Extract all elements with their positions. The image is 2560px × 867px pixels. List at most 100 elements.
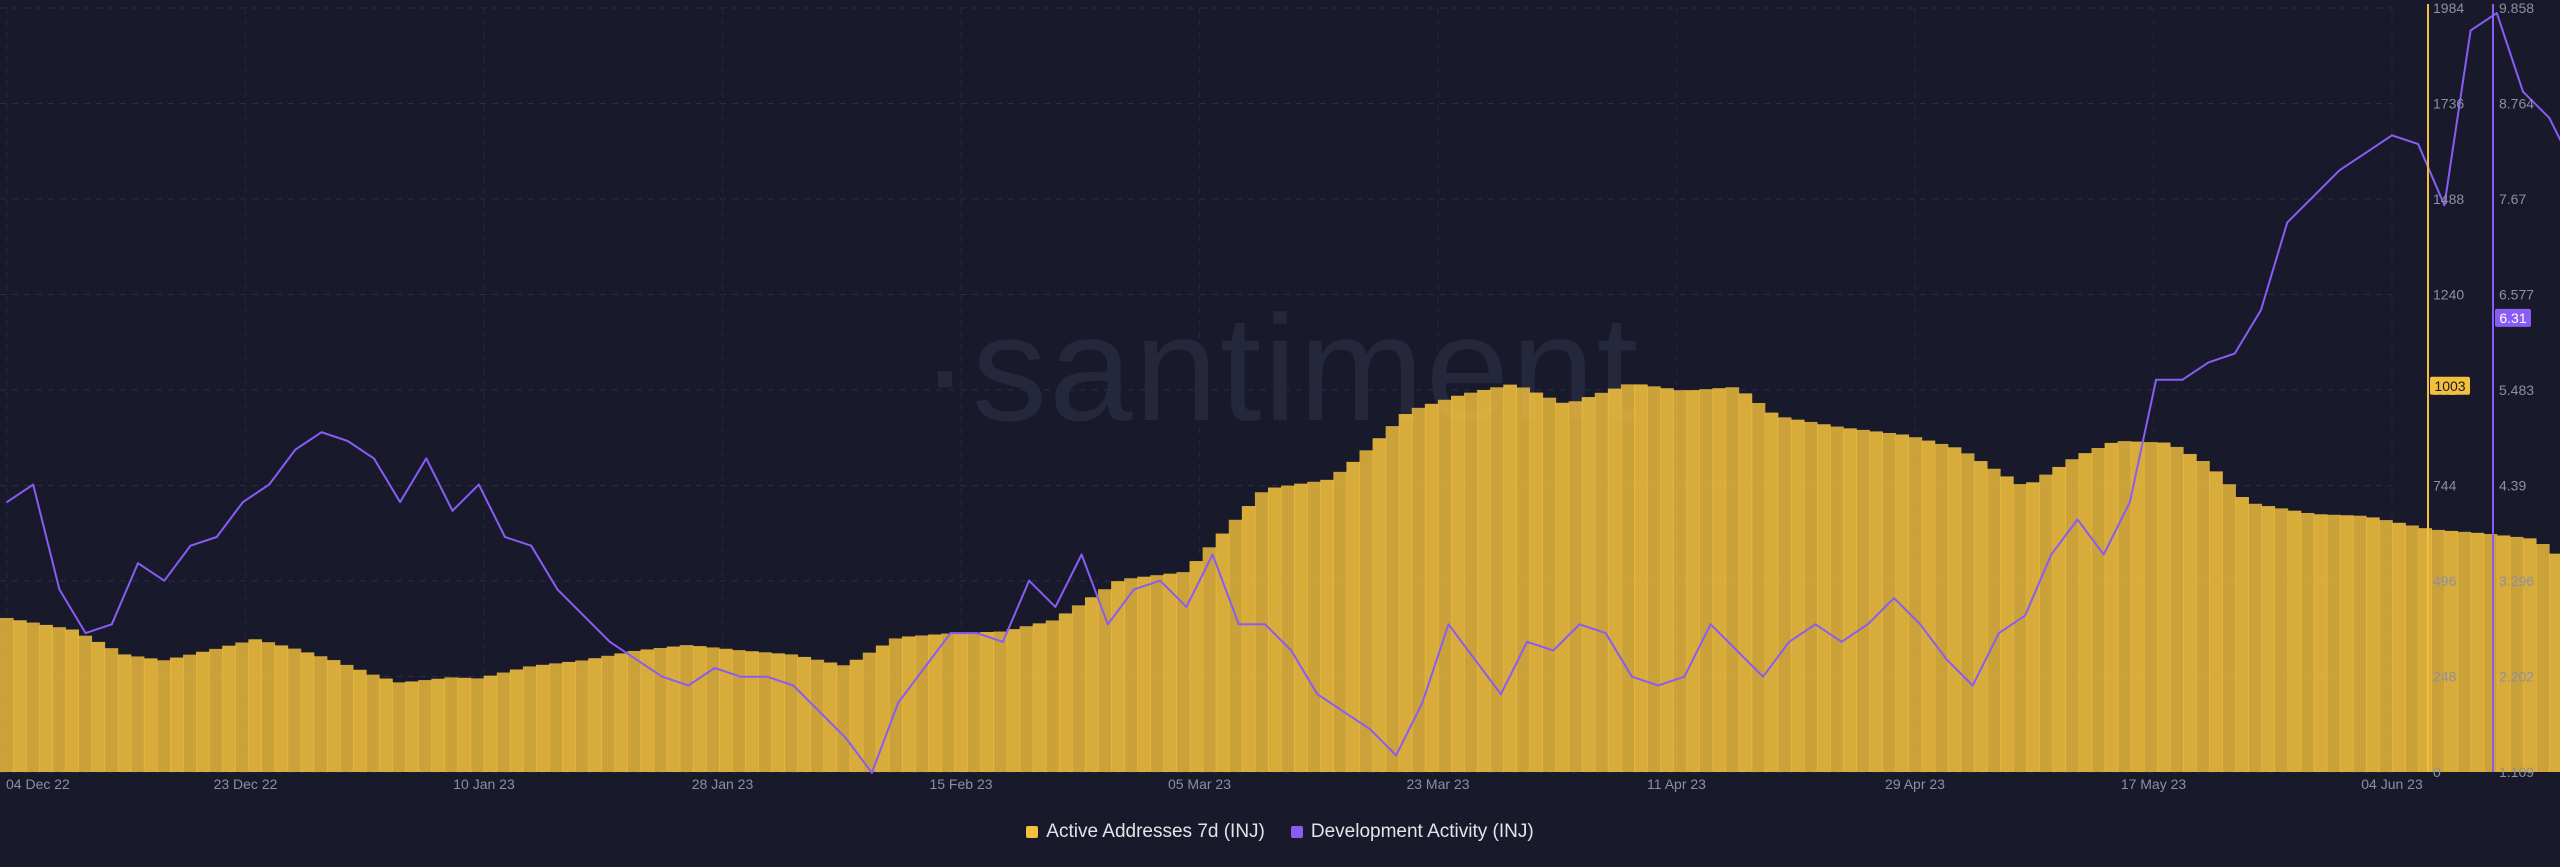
- bar-active-addresses[interactable]: [444, 677, 459, 772]
- bar-active-addresses[interactable]: [601, 655, 615, 772]
- bar-active-addresses[interactable]: [0, 617, 14, 772]
- bar-active-addresses[interactable]: [209, 648, 223, 772]
- bar-active-addresses[interactable]: [1124, 578, 1138, 772]
- bar-active-addresses[interactable]: [2235, 497, 2249, 772]
- bar-active-addresses[interactable]: [836, 665, 851, 772]
- bar-active-addresses[interactable]: [2287, 510, 2302, 772]
- bar-active-addresses[interactable]: [143, 658, 158, 772]
- bar-active-addresses[interactable]: [78, 635, 93, 772]
- bar-active-addresses[interactable]: [627, 650, 642, 772]
- bar-active-addresses[interactable]: [941, 633, 955, 772]
- bar-active-addresses[interactable]: [2418, 528, 2432, 772]
- bar-active-addresses[interactable]: [196, 651, 210, 772]
- bar-active-addresses[interactable]: [1895, 434, 1910, 773]
- bar-active-addresses[interactable]: [1189, 561, 1204, 772]
- bar-active-addresses[interactable]: [1803, 421, 1818, 772]
- bar-active-addresses[interactable]: [248, 639, 263, 772]
- bar-active-addresses[interactable]: [549, 663, 563, 772]
- bar-active-addresses[interactable]: [1281, 485, 1295, 772]
- bar-active-addresses[interactable]: [418, 680, 432, 772]
- bar-active-addresses[interactable]: [1228, 519, 1243, 772]
- bar-active-addresses[interactable]: [2431, 529, 2446, 772]
- bar-active-addresses[interactable]: [1294, 483, 1308, 772]
- bar-active-addresses[interactable]: [130, 656, 145, 772]
- bar-active-addresses[interactable]: [1385, 426, 1400, 772]
- bar-active-addresses[interactable]: [954, 632, 968, 772]
- bar-active-addresses[interactable]: [993, 631, 1008, 772]
- bar-active-addresses[interactable]: [52, 627, 66, 772]
- bar-active-addresses[interactable]: [1071, 605, 1086, 772]
- bar-active-addresses[interactable]: [1411, 407, 1426, 772]
- bar-active-addresses[interactable]: [470, 678, 485, 772]
- legend-item-active-addresses[interactable]: Active Addresses 7d (INJ): [1026, 821, 1265, 843]
- bar-active-addresses[interactable]: [1529, 392, 1544, 772]
- bar-active-addresses[interactable]: [392, 682, 406, 772]
- bar-active-addresses[interactable]: [1098, 589, 1112, 772]
- bar-active-addresses[interactable]: [39, 624, 53, 772]
- bar-active-addresses[interactable]: [2248, 503, 2263, 772]
- bar-active-addresses[interactable]: [1241, 506, 1256, 772]
- bar-active-addresses[interactable]: [1856, 429, 1870, 772]
- bar-active-addresses[interactable]: [562, 661, 576, 772]
- bar-active-addresses[interactable]: [1045, 620, 1060, 772]
- bar-active-addresses[interactable]: [65, 629, 80, 772]
- bar-active-addresses[interactable]: [2470, 532, 2485, 772]
- bar-active-addresses[interactable]: [326, 660, 341, 772]
- bar-active-addresses[interactable]: [313, 656, 328, 772]
- bar-active-addresses[interactable]: [457, 677, 472, 772]
- bar-active-addresses[interactable]: [2209, 471, 2223, 772]
- bar-active-addresses[interactable]: [431, 678, 446, 772]
- bar-active-addresses[interactable]: [705, 647, 720, 772]
- bar-active-addresses[interactable]: [117, 654, 132, 772]
- bar-active-addresses[interactable]: [1320, 479, 1334, 772]
- bar-active-addresses[interactable]: [2078, 453, 2093, 772]
- bar-active-addresses[interactable]: [1647, 386, 1661, 772]
- bar-active-addresses[interactable]: [2156, 442, 2171, 772]
- bar-active-addresses[interactable]: [1058, 613, 1073, 772]
- bar-active-addresses[interactable]: [2039, 474, 2053, 772]
- bar-active-addresses[interactable]: [1660, 388, 1674, 772]
- bar-active-addresses[interactable]: [379, 678, 393, 772]
- bar-active-addresses[interactable]: [2000, 476, 2014, 772]
- bar-active-addresses[interactable]: [261, 642, 276, 772]
- bar-active-addresses[interactable]: [1934, 443, 1949, 772]
- bar-active-addresses[interactable]: [222, 645, 236, 772]
- bar-active-addresses[interactable]: [1019, 626, 1034, 772]
- bar-active-addresses[interactable]: [2026, 482, 2040, 772]
- bar-active-addresses[interactable]: [1764, 412, 1779, 772]
- bar-active-addresses[interactable]: [2549, 553, 2560, 772]
- bar-active-addresses[interactable]: [1084, 597, 1099, 772]
- bar-active-addresses[interactable]: [588, 658, 602, 772]
- bar-active-addresses[interactable]: [692, 646, 707, 772]
- bar-active-addresses[interactable]: [13, 620, 27, 772]
- bar-active-addresses[interactable]: [1673, 390, 1687, 772]
- bar-active-addresses[interactable]: [1869, 431, 1883, 772]
- bar-active-addresses[interactable]: [732, 650, 746, 772]
- bar-active-addresses[interactable]: [1725, 387, 1740, 772]
- bar-active-addresses[interactable]: [1464, 392, 1478, 772]
- bar-active-addresses[interactable]: [1437, 399, 1452, 772]
- bar-active-addresses[interactable]: [2222, 484, 2236, 772]
- bar-active-addresses[interactable]: [1163, 573, 1178, 772]
- bar-active-addresses[interactable]: [2104, 442, 2119, 772]
- bar-active-addresses[interactable]: [1176, 572, 1191, 772]
- bar-active-addresses[interactable]: [1307, 481, 1321, 772]
- bar-active-addresses[interactable]: [1594, 392, 1609, 772]
- bar-active-addresses[interactable]: [156, 660, 171, 772]
- bar-active-addresses[interactable]: [888, 638, 903, 772]
- bar-active-addresses[interactable]: [1516, 387, 1531, 772]
- bar-active-addresses[interactable]: [1986, 468, 2001, 772]
- bar-active-addresses[interactable]: [1830, 426, 1844, 772]
- bar-active-addresses[interactable]: [2091, 448, 2106, 772]
- bar-active-addresses[interactable]: [1267, 487, 1282, 773]
- bar-active-addresses[interactable]: [1581, 397, 1596, 772]
- bar-active-addresses[interactable]: [1790, 419, 1805, 772]
- bar-active-addresses[interactable]: [2379, 520, 2393, 772]
- bar-active-addresses[interactable]: [1111, 581, 1125, 772]
- bar-active-addresses[interactable]: [2052, 466, 2066, 772]
- bar-active-addresses[interactable]: [823, 662, 838, 772]
- bar-active-addresses[interactable]: [1817, 424, 1831, 772]
- bar-active-addresses[interactable]: [1921, 440, 1936, 772]
- bar-active-addresses[interactable]: [1960, 453, 1975, 772]
- bar-active-addresses[interactable]: [2130, 441, 2145, 772]
